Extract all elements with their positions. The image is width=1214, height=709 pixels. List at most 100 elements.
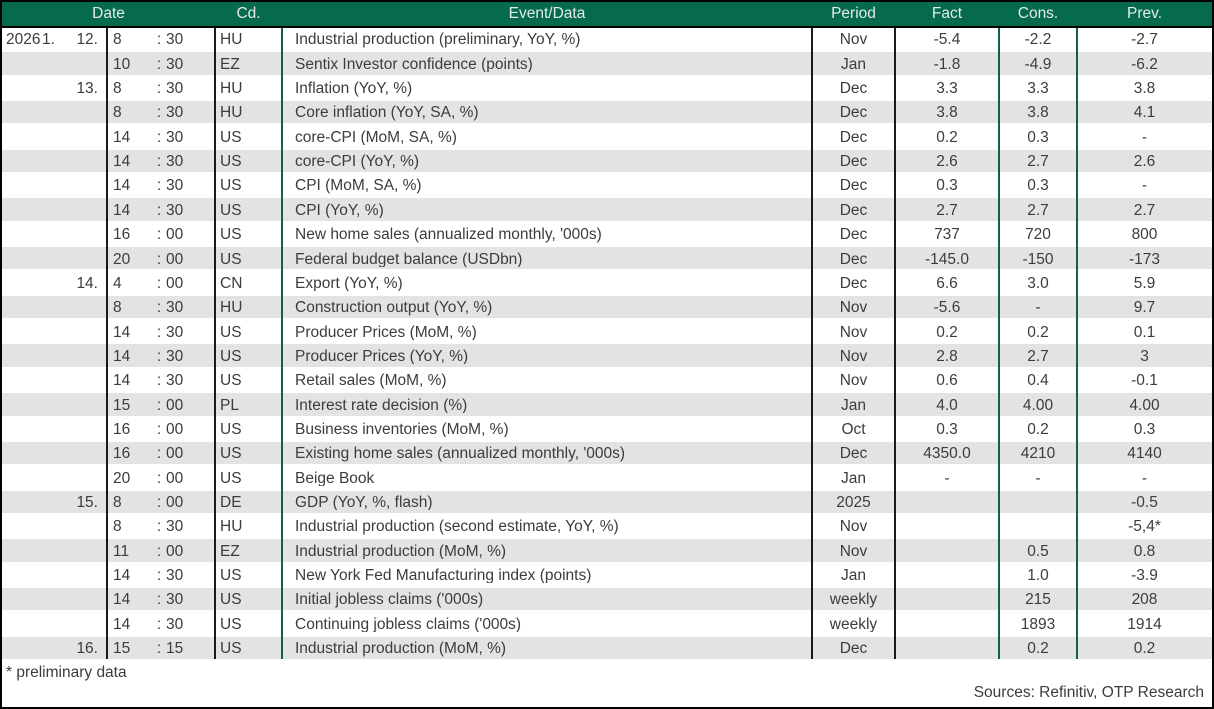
country-code-cell: US xyxy=(220,348,242,365)
cons-cell: 3.8 xyxy=(1027,105,1049,121)
country-code-cell: HU xyxy=(220,32,243,48)
time-separator: : xyxy=(156,251,162,268)
time-separator: : xyxy=(156,56,162,73)
time-separator: : xyxy=(156,348,162,365)
time-separator: : xyxy=(156,154,162,170)
time-separator: : xyxy=(156,494,162,511)
prev-cell: 0.1 xyxy=(1133,324,1156,341)
period-cell: Dec xyxy=(839,154,868,170)
time-hour: 10 xyxy=(113,56,131,73)
time-hour: 4 xyxy=(113,275,122,292)
prev-cell: 0.2 xyxy=(1133,641,1156,657)
cons-cell: 0.2 xyxy=(1027,421,1049,438)
table-header-row: Date Cd. Event/Data Period Fact Cons. Pr… xyxy=(2,2,1212,28)
fact-cell: 2.8 xyxy=(936,348,958,365)
period-cell: Dec xyxy=(839,202,868,219)
time-minute: 30 xyxy=(166,592,184,608)
time-cell: 8 : 00 xyxy=(107,495,215,511)
event-cell: Beige Book xyxy=(295,470,375,487)
table-row: 20 : 00 US Federal budget balance (USDbn… xyxy=(2,247,1212,272)
country-code-cell: US xyxy=(220,129,242,146)
fact-cell: 4.0 xyxy=(936,397,958,414)
preliminary-data-note: * preliminary data xyxy=(6,664,127,681)
column-divider xyxy=(1076,28,1078,659)
country-code-cell: HU xyxy=(220,300,243,316)
prev-cell: -6.2 xyxy=(1131,56,1158,73)
table-row: 14 : 30 US Producer Prices (YoY, %) Nov … xyxy=(2,344,1212,369)
time-hour: 14 xyxy=(113,592,131,608)
time-minute: 30 xyxy=(166,129,184,146)
time-minute: 30 xyxy=(166,348,184,365)
date-cell: 13. xyxy=(2,81,107,97)
prev-cell: -0.1 xyxy=(1131,373,1158,389)
time-cell: 14 : 30 xyxy=(107,373,215,389)
event-cell: core-CPI (MoM, SA, %) xyxy=(295,129,457,146)
prev-cell: -3.9 xyxy=(1131,567,1158,584)
event-cell: New home sales (annualized monthly, '000… xyxy=(295,227,602,243)
time-cell: 10 : 30 xyxy=(107,57,215,73)
period-cell: 2025 xyxy=(836,494,871,511)
time-separator: : xyxy=(156,373,162,389)
time-minute: 00 xyxy=(166,275,184,292)
fact-cell: 3.3 xyxy=(936,81,958,97)
time-minute: 00 xyxy=(166,421,184,438)
column-divider xyxy=(281,28,283,659)
time-cell: 14 : 30 xyxy=(107,325,215,341)
table-row: 14 : 30 US core-CPI (YoY, %) Dec 2.6 2.7… xyxy=(2,149,1212,175)
time-minute: 30 xyxy=(166,81,184,97)
prev-cell: -2.7 xyxy=(1131,32,1158,48)
cons-cell: 1893 xyxy=(1020,616,1056,633)
time-minute: 30 xyxy=(166,300,184,316)
fact-cell: 6.6 xyxy=(936,275,958,292)
event-cell: Existing home sales (annualized monthly,… xyxy=(295,446,626,462)
cons-cell: - xyxy=(1035,300,1041,316)
cons-cell: 0.5 xyxy=(1027,543,1049,560)
event-cell: Industrial production (second estimate, … xyxy=(295,519,619,535)
time-separator: : xyxy=(156,300,162,316)
date-cell: 2026 1. 12. xyxy=(2,32,107,48)
country-code-cell: US xyxy=(220,616,242,633)
time-separator: : xyxy=(156,81,162,97)
cons-cell: 215 xyxy=(1025,592,1051,608)
fact-cell: - xyxy=(944,470,950,487)
table-row: 14 : 30 US CPI (YoY, %) Dec 2.7 2.7 2.7 xyxy=(2,198,1212,223)
time-minute: 30 xyxy=(166,202,184,219)
table-body: 2026 1. 12. 8 : 30 HU Industrial product… xyxy=(2,28,1212,661)
table-row: 14 : 30 US Retail sales (MoM, %) Nov 0.6… xyxy=(2,368,1212,394)
time-hour: 20 xyxy=(113,470,131,487)
date-day: 14. xyxy=(76,275,98,292)
period-cell: Jan xyxy=(841,56,866,73)
cons-cell: 2.7 xyxy=(1027,154,1049,170)
time-hour: 14 xyxy=(113,129,131,146)
time-separator: : xyxy=(156,105,162,121)
time-separator: : xyxy=(156,543,162,560)
time-hour: 14 xyxy=(113,324,131,341)
sources-note: Sources: Refinitiv, OTP Research xyxy=(973,684,1204,701)
time-separator: : xyxy=(156,470,162,487)
table-row: 13. 8 : 30 HU Inflation (YoY, %) Dec 3.3… xyxy=(2,76,1212,102)
event-cell: CPI (YoY, %) xyxy=(295,202,384,219)
period-cell: Dec xyxy=(839,446,868,462)
time-separator: : xyxy=(156,397,162,414)
column-divider xyxy=(998,28,1000,659)
date-day: 15. xyxy=(76,494,98,511)
time-hour: 14 xyxy=(113,348,131,365)
cons-cell: 2.7 xyxy=(1027,348,1049,365)
event-cell: Initial jobless claims ('000s) xyxy=(295,592,484,608)
event-cell: Federal budget balance (USDbn) xyxy=(295,251,523,268)
cons-cell: 0.4 xyxy=(1027,373,1049,389)
time-minute: 00 xyxy=(166,227,184,243)
prev-cell: 2.6 xyxy=(1133,154,1156,170)
time-minute: 00 xyxy=(166,543,184,560)
prev-cell: 208 xyxy=(1131,592,1158,608)
time-cell: 15 : 15 xyxy=(107,641,215,657)
event-cell: Business inventories (MoM, %) xyxy=(295,421,509,438)
column-divider xyxy=(106,28,108,659)
fact-cell: 3.8 xyxy=(936,105,958,121)
time-hour: 20 xyxy=(113,251,131,268)
time-cell: 14 : 30 xyxy=(107,592,215,608)
prev-cell: 4140 xyxy=(1127,446,1162,462)
time-separator: : xyxy=(156,32,162,48)
table-row: 2026 1. 12. 8 : 30 HU Industrial product… xyxy=(2,28,1212,53)
